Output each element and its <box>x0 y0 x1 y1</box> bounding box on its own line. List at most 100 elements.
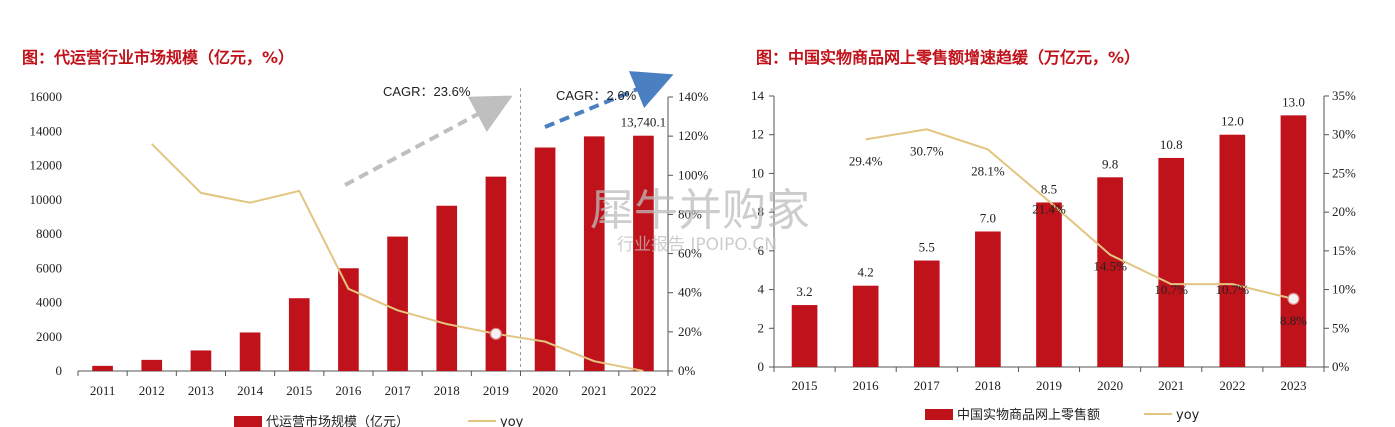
x-tick-label: 2012 <box>139 383 165 398</box>
chart-title-right: 图：中国实物商品网上零售额增速趋缓（万亿元，%） <box>756 48 1141 67</box>
y-right-tick-label: 0% <box>678 363 696 378</box>
yoy-data-label: 10.7% <box>1154 282 1188 297</box>
y-left-tick-label: 2000 <box>36 329 62 344</box>
x-tick-label: 2015 <box>286 383 312 398</box>
y-left-tick-label: 14000 <box>30 123 63 138</box>
y-left-tick-label: 0 <box>758 359 765 374</box>
bar <box>975 231 1001 367</box>
cagr-label: CAGR：23.6% <box>383 84 471 99</box>
y-left-tick-label: 16000 <box>30 89 63 104</box>
chart-title-left: 图：代运营行业市场规模（亿元，%） <box>22 48 295 67</box>
chart-left: 2011 2012 2013 2014 2015 2016 2017 2018 2019 2020… <box>30 71 709 427</box>
bar-data-label: 12.0 <box>1221 114 1244 129</box>
cagr-arrow-blue <box>544 71 674 129</box>
bar-data-label: 5.5 <box>919 240 935 255</box>
y-left-tick-label: 6 <box>758 243 765 258</box>
x-tick-label: 2016 <box>335 383 362 398</box>
bar <box>387 236 408 371</box>
x-tick-label: 2019 <box>483 383 509 398</box>
x-tick-label: 2022 <box>1219 378 1245 393</box>
y-right-tick-label: 20% <box>1332 204 1356 219</box>
y-left-tick-label: 4 <box>758 282 765 297</box>
bar <box>633 135 654 371</box>
x-tick-label: 2016 <box>853 378 880 393</box>
cagr-label: CAGR：2.6% <box>556 88 637 103</box>
yoy-data-label: 21.4% <box>1032 201 1066 216</box>
x-tick-label: 2021 <box>581 383 607 398</box>
y-right-tick-label: 10% <box>1332 282 1356 297</box>
y-right-tick-label: 40% <box>678 285 702 300</box>
x-tick-label: 2019 <box>1036 378 1062 393</box>
y-left-tick-label: 14 <box>751 88 765 103</box>
y-right-tick-label: 0% <box>1332 359 1350 374</box>
bar <box>92 365 113 371</box>
bar-data-label: 7.0 <box>980 211 996 226</box>
x-tick-label: 2017 <box>385 383 412 398</box>
bar <box>1219 134 1246 367</box>
x-tick-label: 2015 <box>792 378 818 393</box>
x-tick-label: 2014 <box>237 383 264 398</box>
legend-line-label: yoy <box>500 415 524 427</box>
bar <box>583 136 605 371</box>
yoy-data-label: 28.1% <box>971 163 1005 178</box>
y-left-tick-label: 0 <box>56 363 63 378</box>
bar <box>288 298 310 371</box>
bar <box>1097 177 1123 367</box>
yoy-data-label: 29.4% <box>849 153 883 168</box>
x-tick-label: 2021 <box>1158 378 1184 393</box>
y-right-tick-label: 80% <box>678 206 702 221</box>
y-right-tick-label: 20% <box>678 324 702 339</box>
chart-right: 0 2 4 6 8 10 12 14 2015 2016 2017 2018 2019 2020 2021 2… <box>751 88 1356 423</box>
x-tick-label: 2011 <box>90 383 116 398</box>
x-tick-label: 2018 <box>975 378 1001 393</box>
bar <box>1036 202 1062 367</box>
x-tick-label: 2022 <box>630 383 656 398</box>
yoy-line <box>865 128 1294 300</box>
watermark: 犀牛并购家 行业报告 IPOIPO.CN <box>590 185 810 255</box>
legend-bar-swatch <box>234 416 262 427</box>
y-left-tick-label: 12 <box>751 127 764 142</box>
yoy-data-label: 30.7% <box>910 143 944 158</box>
bar-data-label: 9.8 <box>1102 156 1118 171</box>
yoy-data-label: 10.7% <box>1216 282 1250 297</box>
bar <box>239 332 261 371</box>
bar <box>791 305 818 367</box>
y-right-tick-label: 5% <box>1332 320 1350 335</box>
legend-bar-label: 中国实物商品网上零售额 <box>957 407 1100 423</box>
y-left-tick-label: 4000 <box>36 295 62 310</box>
y-left-tick-label: 12000 <box>30 158 63 173</box>
y-right-tick-label: 35% <box>1332 88 1356 103</box>
x-tick-label: 2013 <box>188 383 214 398</box>
yoy-highlight-point <box>489 327 503 340</box>
y-left-tick-label: 6000 <box>36 260 62 275</box>
watermark-logo-text: 犀牛并购家 <box>590 185 810 236</box>
bar <box>913 260 940 367</box>
yoy-data-label: 8.8% <box>1280 313 1307 328</box>
x-tick-label: 2018 <box>434 383 460 398</box>
y-left-tick-label: 10000 <box>30 192 63 207</box>
bar <box>1280 115 1307 367</box>
bar <box>485 176 507 371</box>
y-right-tick-label: 25% <box>1332 165 1356 180</box>
watermark-subtext: 行业报告 IPOIPO.CN <box>617 235 777 255</box>
bar <box>141 359 163 371</box>
bar <box>436 205 458 371</box>
y-left-tick-label: 10 <box>751 165 764 180</box>
bar-data-label: 10.8 <box>1160 137 1183 152</box>
y-right-tick-label: 120% <box>678 128 709 143</box>
cagr-arrow-gray <box>344 95 513 187</box>
bar-data-label: 13,740.1 <box>621 115 667 130</box>
y-right-tick-label: 140% <box>678 89 709 104</box>
yoy-highlight-point <box>1287 292 1300 305</box>
bar-data-label: 13.0 <box>1282 94 1305 109</box>
y-left-tick-label: 2 <box>758 320 765 335</box>
legend-line-label: yoy <box>1176 408 1200 423</box>
bar <box>534 147 556 371</box>
bar-data-label: 4.2 <box>858 265 874 280</box>
y-right-tick-label: 30% <box>1332 127 1356 142</box>
legend-bar-label: 代运营市场规模（亿元） <box>266 414 409 427</box>
legend-bar-swatch <box>925 409 953 420</box>
bar <box>1158 157 1185 367</box>
bar-data-label: 8.5 <box>1041 181 1057 196</box>
